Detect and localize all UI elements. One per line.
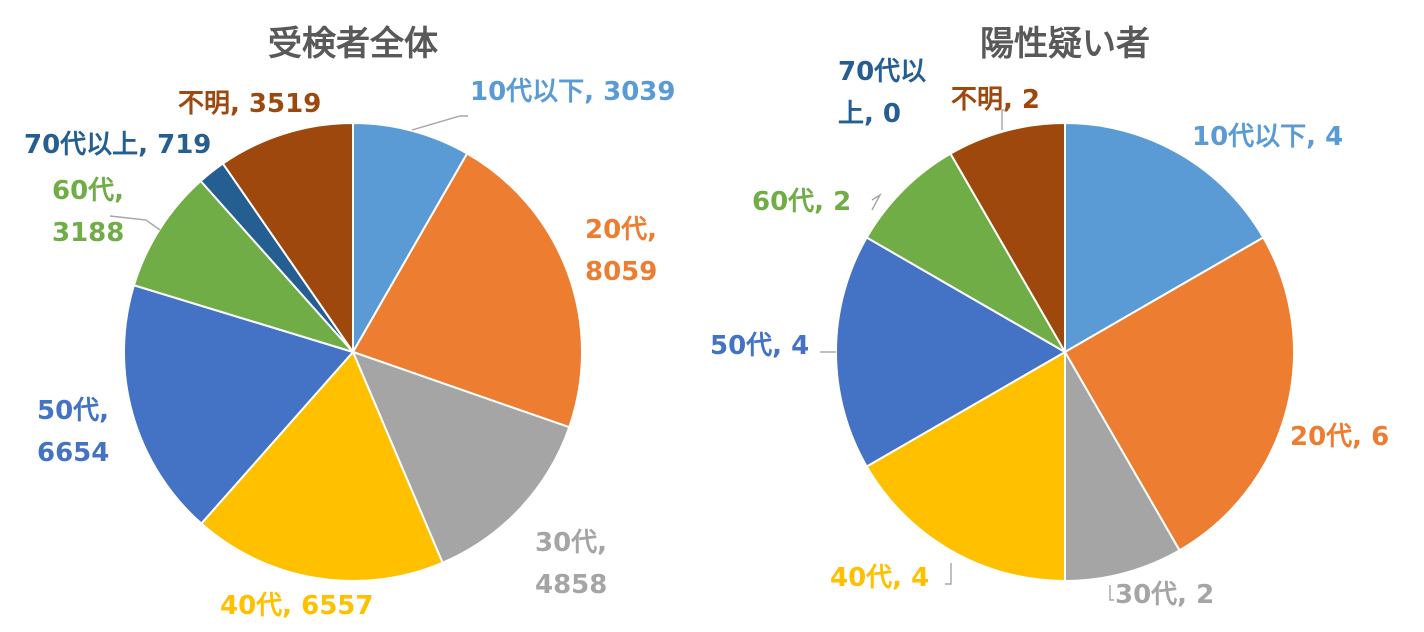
pie-slice-all-5 <box>123 284 355 525</box>
pie-slice-all-2 <box>351 152 583 429</box>
data-label-positive-1: 10代以下, 4 <box>1192 122 1343 152</box>
pie-slice-positive-3 <box>1064 348 1181 583</box>
data-label-positive-5: 50代, 4 <box>710 331 809 361</box>
pie-slice-positive-4 <box>865 350 1066 583</box>
chart-title-all-examinees: 受検者全体 <box>268 24 438 64</box>
data-label-positive-4: 40代, 4 <box>830 563 929 593</box>
pie-slice-positive-1 <box>1064 121 1265 354</box>
data-label-all-8: 不明, 3519 <box>178 89 321 119</box>
data-label-all-3: 30代, 4858 <box>535 528 607 600</box>
pie-slice-all-6 <box>132 179 357 354</box>
data-label-all-5: 50代, 6654 <box>37 396 109 468</box>
data-label-positive-3: 30代, 2 <box>1115 580 1214 610</box>
pie-slice-all-4 <box>199 350 444 582</box>
pie-chart-suspected-positive: 陽性疑い者 10代以下, 4 20代, 6 30代, 2 40代, 4 50代, 4 60… <box>710 24 1389 610</box>
leader-line-positive-4 <box>945 563 952 585</box>
pie-slice-positive-8 <box>949 121 1066 356</box>
leader-line-positive-3 <box>1109 585 1114 601</box>
leader-line-positive-7 <box>1001 109 1004 130</box>
data-label-positive-6: 60代, 2 <box>752 187 851 217</box>
data-label-positive-7: 70代以上, 0 <box>838 57 926 129</box>
pie-slice-all-3 <box>351 350 571 565</box>
data-label-all-4: 40代, 6557 <box>220 591 373 621</box>
chart-title-suspected-positive: 陽性疑い者 <box>980 24 1150 64</box>
pie-slice-positive-2 <box>1063 236 1295 552</box>
pie-slice-positive-6 <box>865 152 1068 355</box>
leader-line-positive-6 <box>871 193 882 211</box>
data-label-all-7: 70代以上, 719 <box>24 130 211 160</box>
data-label-all-2: 20代, 8059 <box>585 215 657 287</box>
pie-slice-all-8 <box>221 121 354 356</box>
leader-line-all-6 <box>109 215 161 231</box>
data-label-positive-2: 20代, 6 <box>1290 422 1389 452</box>
data-label-all-1: 10代以下, 3039 <box>470 77 675 107</box>
data-label-positive-8: 不明, 2 <box>951 85 1040 115</box>
pie-slice-all-1 <box>352 121 469 356</box>
data-label-all-6: 60代, 3188 <box>52 176 124 248</box>
leader-line-all-1 <box>411 115 468 131</box>
pie-chart-all-examinees: 受検者全体 10代以下, 3039 20代, 8059 30代, 4858 40代, 65… <box>24 24 675 621</box>
